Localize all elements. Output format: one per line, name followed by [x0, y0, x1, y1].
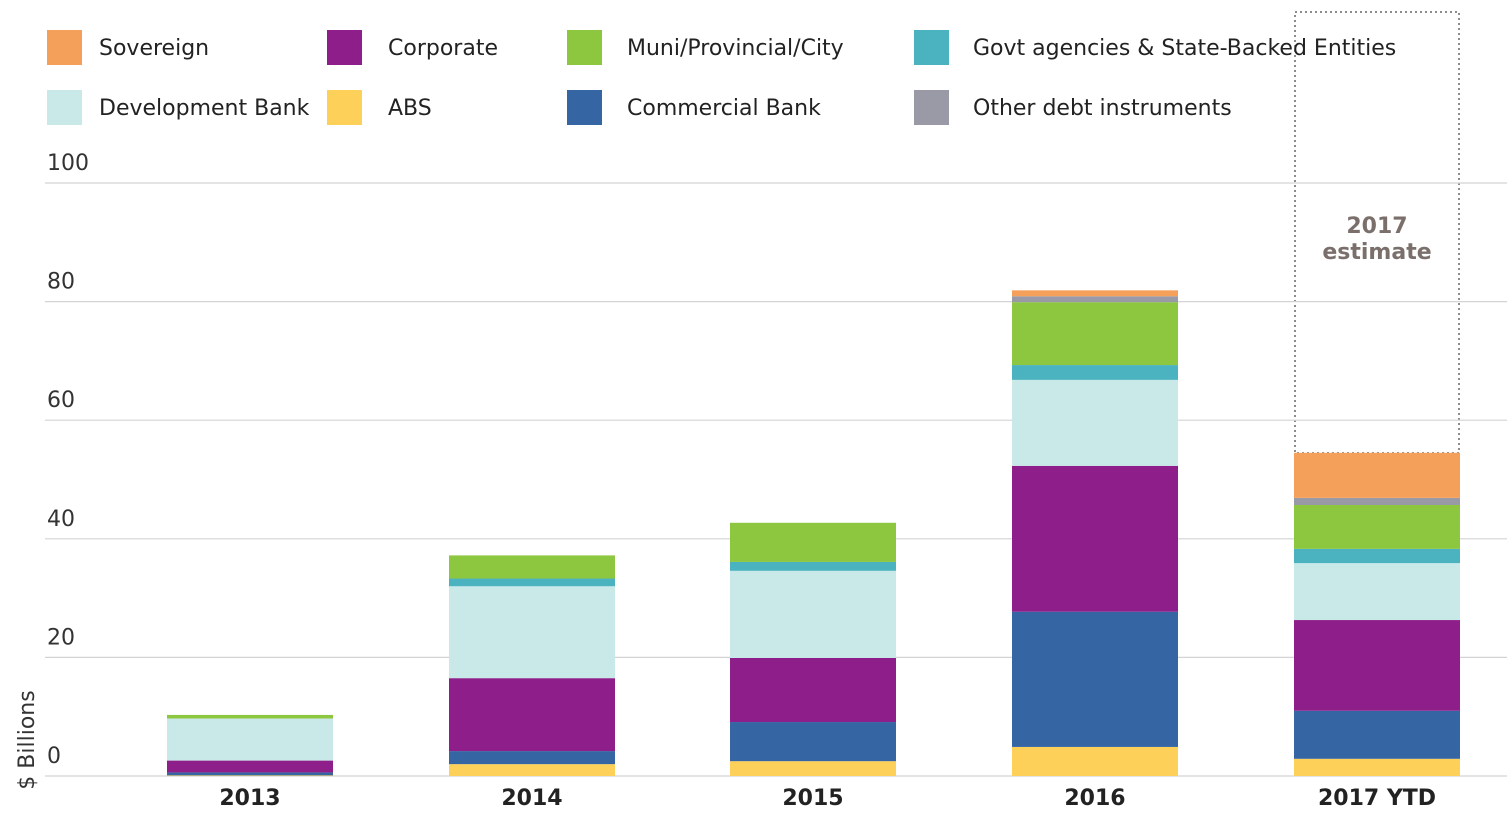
- annotation: 2017 estimate: [1322, 214, 1432, 265]
- y-axis-label: $ Billions: [15, 690, 40, 789]
- y-tick-label: 20: [47, 625, 75, 650]
- bar-segment: [1294, 758, 1460, 776]
- legend-swatch: [914, 90, 949, 125]
- bar-segment: [449, 678, 615, 752]
- y-tick-label: 80: [47, 270, 75, 295]
- bar-segment: [449, 578, 615, 587]
- bar-segment: [167, 760, 333, 773]
- bar-segment: [449, 751, 615, 765]
- y-tick-label: 100: [47, 151, 89, 176]
- bar-segment: [1294, 497, 1460, 505]
- bar-segment: [1012, 379, 1178, 466]
- bar-segment: [167, 775, 333, 776]
- bar-segment: [730, 570, 896, 658]
- legend-label: Development Bank: [99, 96, 310, 121]
- bar-segment: [167, 718, 333, 761]
- x-tick-label: 2015: [782, 786, 843, 811]
- legend-swatch: [914, 30, 949, 65]
- bar-segment: [1012, 746, 1178, 776]
- bar-segment: [1294, 548, 1460, 564]
- bar-segment: [1012, 365, 1178, 380]
- bar-segment: [1012, 296, 1178, 303]
- legend-label: Commercial Bank: [627, 96, 821, 121]
- legend-label: Sovereign: [99, 36, 209, 61]
- legend-label: Other debt instruments: [973, 96, 1232, 121]
- bar-segment: [1294, 710, 1460, 759]
- bar-segment: [449, 764, 615, 776]
- legend-label: Corporate: [388, 36, 498, 61]
- legend-label: ABS: [388, 96, 432, 121]
- x-tick-label: 2014: [501, 786, 562, 811]
- legend-swatch: [327, 90, 362, 125]
- legend-swatch: [567, 30, 602, 65]
- bar-segment: [1294, 452, 1460, 498]
- x-tick-label: 2013: [219, 786, 280, 811]
- bar-segment: [730, 561, 896, 571]
- legend-label: Muni/Provincial/City: [627, 36, 844, 61]
- bar-segment: [167, 714, 333, 719]
- legend-swatch: [47, 30, 82, 65]
- x-tick-label: 2017 YTD: [1318, 786, 1436, 811]
- bar-segment: [167, 772, 333, 776]
- legend-label: Govt agencies & State-Backed Entities: [973, 36, 1396, 61]
- bar-segment: [730, 522, 896, 562]
- bar-segment: [1012, 465, 1178, 612]
- bar-segment: [1012, 611, 1178, 747]
- bar-segment: [1012, 302, 1178, 366]
- y-tick-label: 0: [47, 744, 61, 769]
- y-tick-label: 40: [47, 507, 75, 532]
- bar-segment: [1294, 563, 1460, 621]
- legend-swatch: [567, 90, 602, 125]
- y-tick-label: 60: [47, 388, 75, 413]
- bar-segment: [449, 586, 615, 679]
- x-tick-label: 2016: [1064, 786, 1125, 811]
- bar-segment: [730, 657, 896, 723]
- bar-segment: [730, 761, 896, 776]
- bar-segment: [730, 722, 896, 762]
- legend-swatch: [327, 30, 362, 65]
- bar-segment: [449, 555, 615, 579]
- bar-segment: [1012, 290, 1178, 297]
- bar-segment: [1294, 620, 1460, 711]
- legend-swatch: [47, 90, 82, 125]
- bar-segment: [1294, 504, 1460, 549]
